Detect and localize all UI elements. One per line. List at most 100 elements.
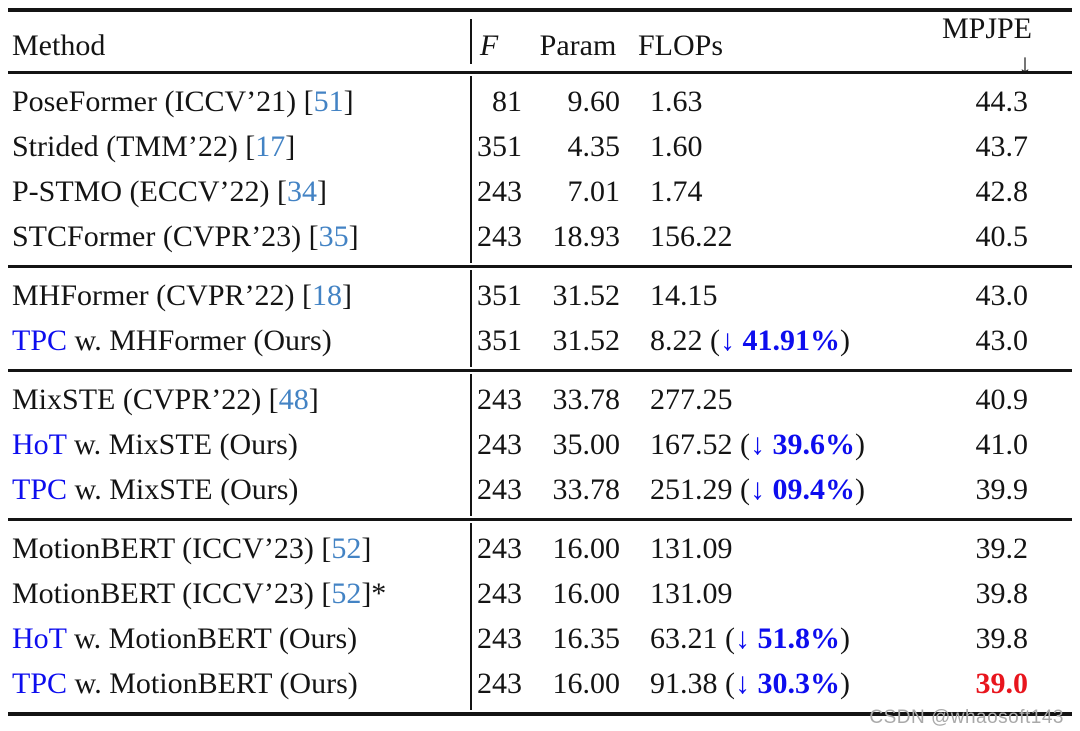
flops-cell: 131.09 bbox=[626, 532, 926, 566]
flops-cell: 63.21 (↓ 51.8%) bbox=[626, 622, 926, 656]
param-cell: 18.93 bbox=[552, 219, 621, 253]
text-segment: ]* bbox=[361, 576, 387, 610]
frames-cell: 243 bbox=[477, 666, 522, 700]
section-vertical-rule bbox=[470, 374, 472, 516]
table-body: PoseFormer (ICCV’21) [51] 81 9.60 1.63 44.3 S… bbox=[8, 74, 1072, 712]
param-cell: 16.35 bbox=[552, 621, 621, 655]
table-bottom-rule bbox=[8, 712, 1072, 716]
citation-number: 18 bbox=[312, 278, 342, 312]
text-segment: ] bbox=[342, 278, 352, 312]
table-row: MotionBERT (ICCV’23) [52]* 243 16.00 131.09… bbox=[8, 571, 1072, 616]
mpjpe-cell: 39.8 bbox=[975, 576, 1029, 610]
watermark: CSDN @whaosoft143 bbox=[869, 707, 1064, 728]
citation-number: 35 bbox=[318, 219, 349, 253]
param-cell: 33.78 bbox=[552, 472, 621, 506]
text-segment: 131.09 bbox=[650, 531, 733, 565]
mpjpe-cell: 42.8 bbox=[975, 174, 1029, 208]
mpjpe-cell: 41.0 bbox=[975, 427, 1029, 461]
text-segment: P-STMO (ECCV’22) [ bbox=[12, 174, 287, 208]
method-cell: P-STMO (ECCV’22) [34] bbox=[8, 175, 462, 209]
flops-reduction-pct: 30.3% bbox=[757, 666, 841, 700]
header-flops: FLOPs bbox=[638, 29, 724, 62]
frames-cell: 243 bbox=[477, 621, 522, 655]
flops-cell: 14.15 bbox=[626, 279, 926, 313]
mpjpe-cell: 39.9 bbox=[975, 472, 1029, 506]
section-divider-rule bbox=[8, 369, 1072, 372]
citation-number: 17 bbox=[255, 129, 286, 163]
frames-cell: 243 bbox=[477, 472, 522, 506]
ours-method-name: HoT bbox=[12, 427, 67, 461]
frames-cell: 351 bbox=[477, 129, 522, 163]
param-cell: 16.00 bbox=[552, 531, 621, 565]
text-segment: MixSTE (CVPR’22) [ bbox=[12, 382, 279, 416]
flops-cell: 1.74 bbox=[626, 175, 926, 209]
flops-reduction-pct: 39.6% bbox=[772, 427, 856, 461]
text-segment: ] bbox=[348, 219, 359, 253]
down-arrow-icon: ↓ bbox=[735, 666, 758, 700]
results-table: Method F Param FLOPs MPJPE ↓ PoseFormer … bbox=[8, 8, 1072, 716]
frames-cell: 243 bbox=[477, 219, 522, 253]
text-segment: MHFormer (CVPR’22) [ bbox=[12, 278, 312, 312]
header-mpjpe: MPJPE ↓ bbox=[926, 12, 1072, 80]
method-cell: TPC w. MotionBERT (Ours) bbox=[8, 667, 462, 701]
text-segment: w. MixSTE (Ours) bbox=[66, 427, 298, 461]
table-row: Strided (TMM’22) [17] 351 4.35 1.60 43.7 bbox=[8, 124, 1072, 169]
text-segment: ) bbox=[855, 427, 865, 461]
frames-cell: 243 bbox=[477, 531, 522, 565]
table-row: TPC w. MixSTE (Ours) 243 33.78 251.29 (↓ 09… bbox=[8, 467, 1072, 512]
table-row: MHFormer (CVPR’22) [18] 351 31.52 14.15 43.0 bbox=[8, 273, 1072, 318]
table-row: P-STMO (ECCV’22) [34] 243 7.01 1.74 42.8 bbox=[8, 169, 1072, 214]
ours-method-name: TPC bbox=[12, 323, 68, 357]
text-segment: 8.22 ( bbox=[650, 323, 720, 357]
param-cell: 35.00 bbox=[552, 427, 621, 461]
header-bottom-rule bbox=[8, 71, 1072, 74]
frames-cell: 351 bbox=[477, 323, 522, 357]
header-method: Method bbox=[12, 29, 106, 62]
text-segment: ] bbox=[285, 129, 296, 163]
section-divider-rule bbox=[8, 265, 1072, 268]
text-segment: Strided (TMM’22) [ bbox=[12, 129, 256, 163]
down-arrow-icon: ↓ bbox=[750, 427, 773, 461]
frames-cell: 243 bbox=[477, 427, 522, 461]
table-header-row: Method F Param FLOPs MPJPE ↓ bbox=[8, 12, 1072, 80]
flops-cell: 131.09 bbox=[626, 577, 926, 611]
flops-cell: 167.52 (↓ 39.6%) bbox=[626, 428, 926, 462]
citation-number: 34 bbox=[287, 174, 317, 208]
mpjpe-cell: 44.3 bbox=[975, 84, 1029, 118]
table-row: MotionBERT (ICCV’23) [52] 243 16.00 131.09 3… bbox=[8, 526, 1072, 571]
table-section: MixSTE (CVPR’22) [48] 243 33.78 277.25 40.9 H… bbox=[8, 372, 1072, 518]
mpjpe-cell: 39.2 bbox=[975, 531, 1029, 565]
method-cell: MotionBERT (ICCV’23) [52]* bbox=[8, 577, 462, 611]
header-param: Param bbox=[539, 29, 617, 62]
frames-cell: 351 bbox=[477, 278, 522, 312]
mpjpe-cell: 40.9 bbox=[975, 382, 1029, 416]
param-cell: 4.35 bbox=[567, 129, 621, 163]
mpjpe-cell: 43.7 bbox=[975, 129, 1029, 163]
text-segment: STCFormer (CVPR’23) [ bbox=[12, 219, 319, 253]
flops-cell: 277.25 bbox=[626, 383, 926, 417]
section-vertical-rule bbox=[470, 523, 472, 710]
text-segment: MotionBERT (ICCV’23) [ bbox=[12, 531, 332, 565]
section-divider-rule bbox=[8, 518, 1072, 521]
citation-number: 51 bbox=[313, 84, 344, 118]
text-segment: ) bbox=[840, 666, 850, 700]
table-section: PoseFormer (ICCV’21) [51] 81 9.60 1.63 44.3 S… bbox=[8, 74, 1072, 265]
text-segment: w. MotionBERT (Ours) bbox=[66, 621, 358, 655]
table-top-rule bbox=[8, 8, 1072, 12]
method-cell: MHFormer (CVPR’22) [18] bbox=[8, 279, 462, 313]
down-arrow-icon: ↓ bbox=[720, 323, 743, 357]
text-segment: ) bbox=[840, 323, 850, 357]
flops-cell: 91.38 (↓ 30.3%) bbox=[626, 667, 926, 701]
text-segment: ] bbox=[317, 174, 327, 208]
table-row: TPC w. MHFormer (Ours) 351 31.52 8.22 (↓ 41… bbox=[8, 318, 1072, 363]
text-segment: ) bbox=[840, 621, 850, 655]
text-segment: w. MixSTE (Ours) bbox=[67, 472, 299, 506]
table-row: HoT w. MotionBERT (Ours) 243 16.35 63.21 (↓… bbox=[8, 616, 1072, 661]
ours-method-name: TPC bbox=[12, 666, 68, 700]
text-segment: MotionBERT (ICCV’23) [ bbox=[12, 576, 332, 610]
header-mpjpe-label: MPJPE bbox=[941, 12, 1032, 45]
citation-number: 52 bbox=[331, 531, 362, 565]
flops-reduction-pct: 41.91% bbox=[742, 323, 841, 357]
flops-reduction-pct: 09.4% bbox=[772, 472, 856, 506]
section-vertical-rule bbox=[470, 76, 472, 263]
